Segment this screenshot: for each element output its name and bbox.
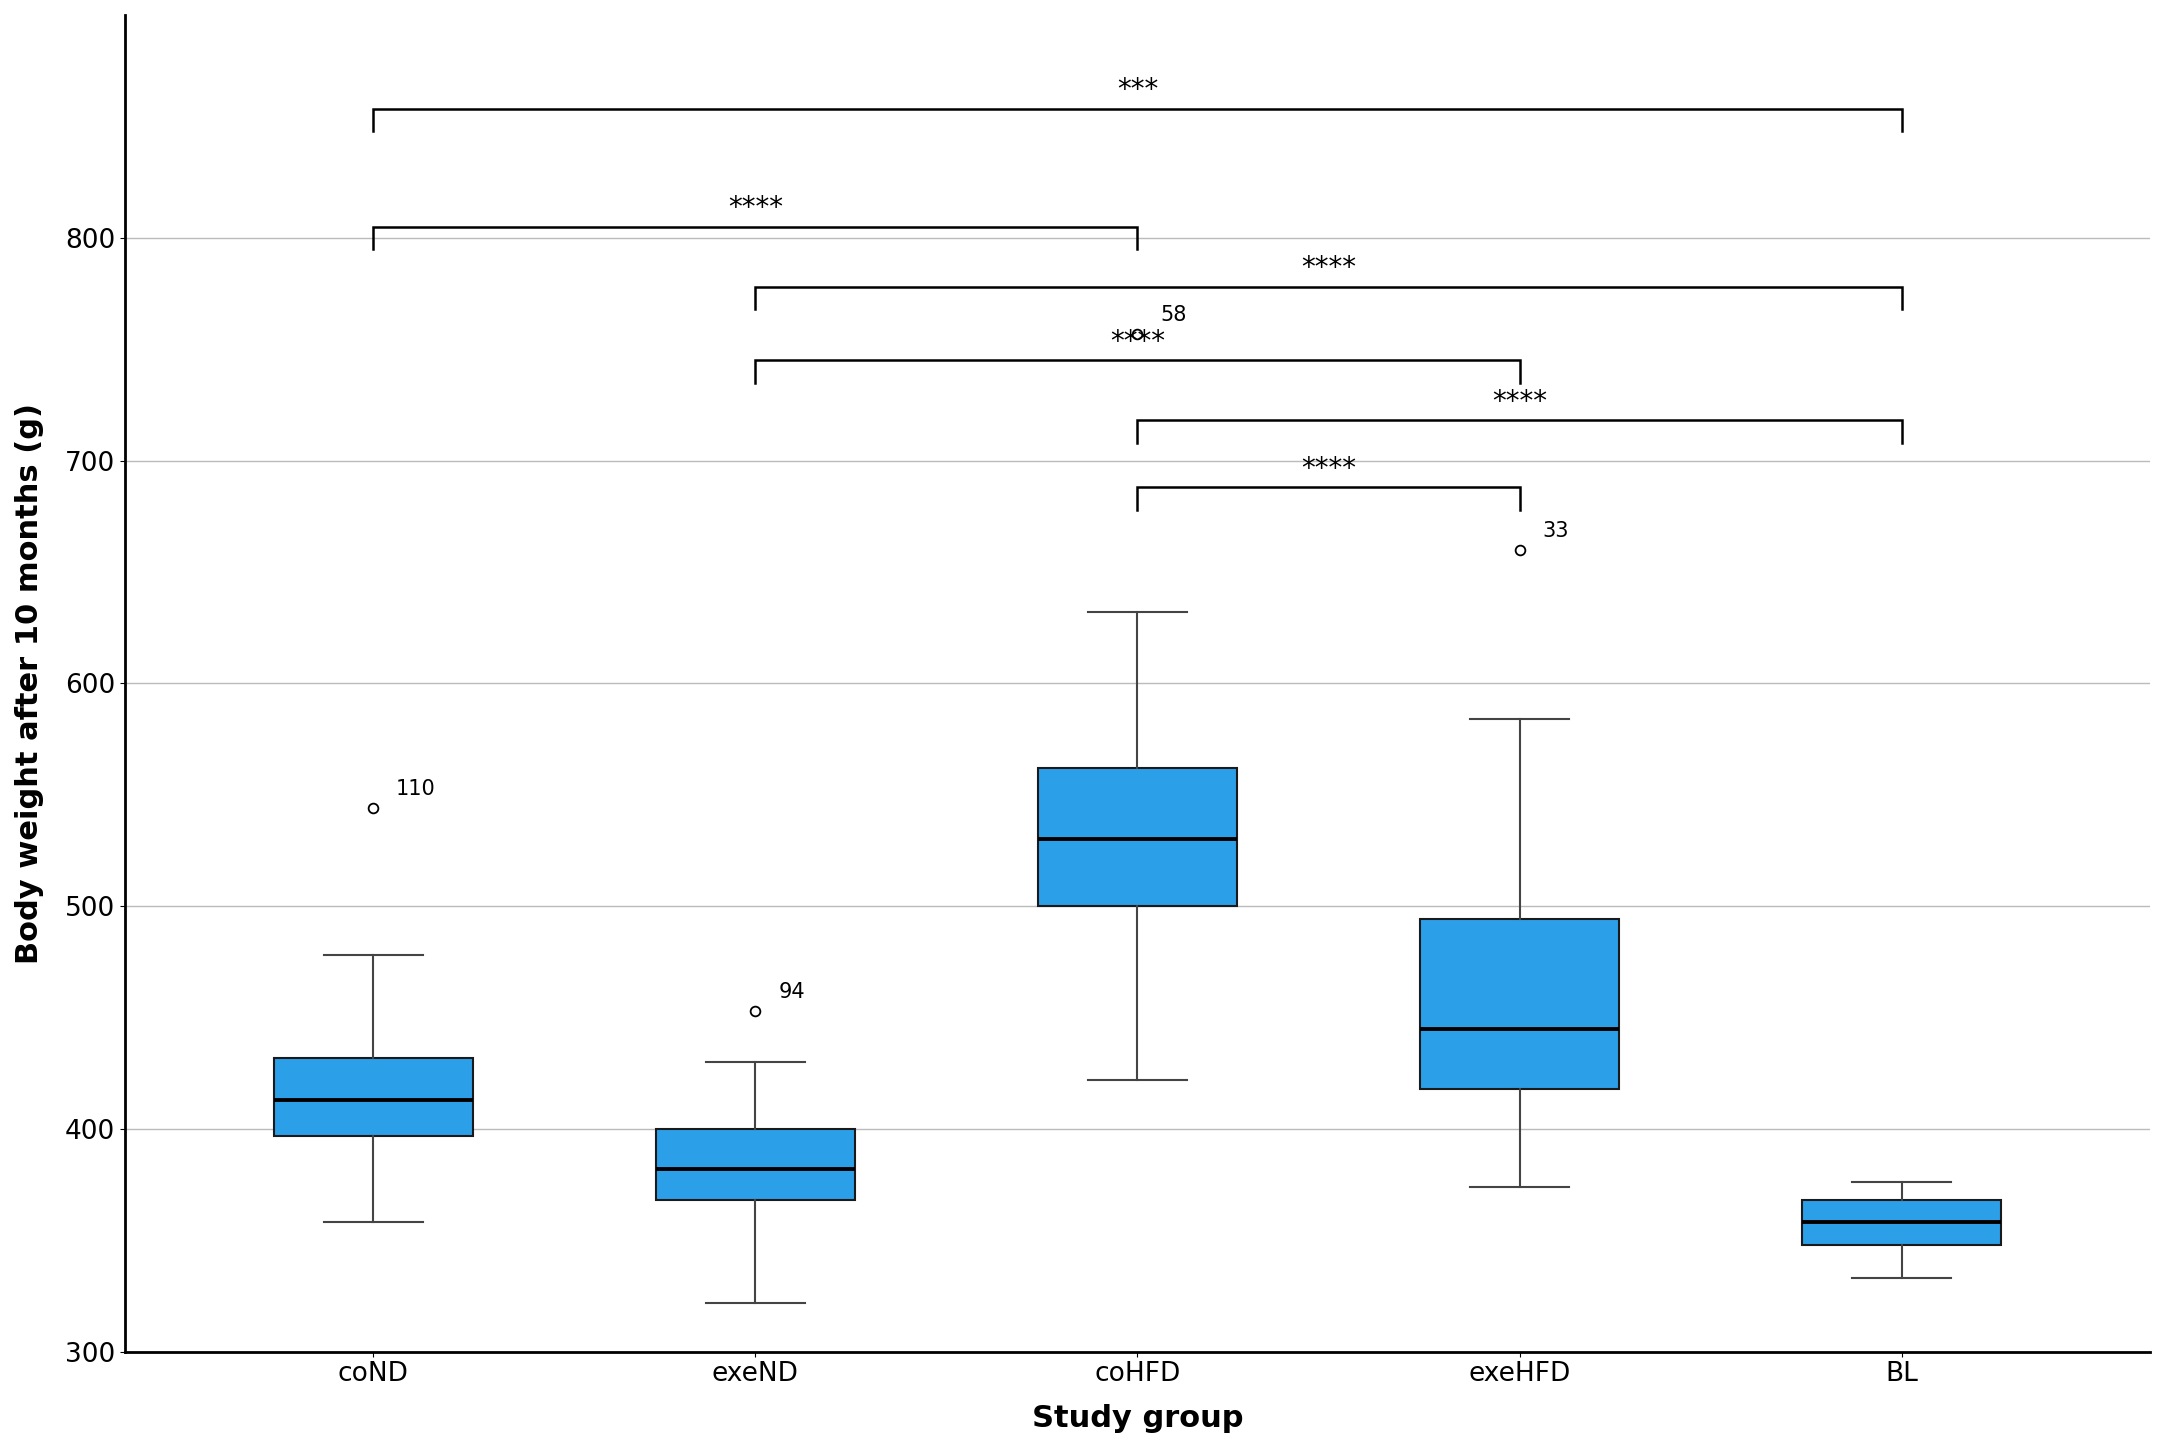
PathPatch shape [273, 1057, 472, 1135]
Text: ****: **** [1492, 388, 1548, 416]
Text: ****: **** [1301, 255, 1355, 282]
Text: ***: *** [1117, 77, 1158, 104]
Text: 94: 94 [777, 982, 805, 1002]
PathPatch shape [1801, 1200, 2000, 1245]
Y-axis label: Body weight after 10 months (g): Body weight after 10 months (g) [15, 403, 43, 964]
Text: ****: **** [1111, 327, 1165, 356]
Text: 33: 33 [1541, 521, 1570, 540]
Text: ****: **** [1301, 455, 1355, 482]
PathPatch shape [656, 1129, 855, 1200]
PathPatch shape [1420, 919, 1619, 1089]
Text: ****: **** [727, 194, 784, 222]
PathPatch shape [1037, 767, 1236, 906]
Text: 58: 58 [1160, 304, 1186, 324]
X-axis label: Study group: Study group [1033, 1405, 1243, 1434]
Text: 110: 110 [396, 779, 435, 799]
